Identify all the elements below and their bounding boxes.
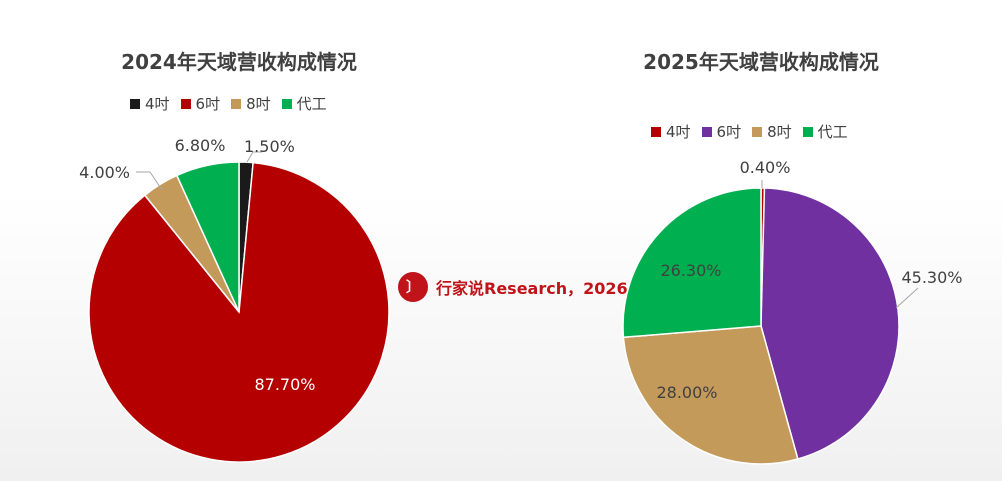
- legend-label: 6吋: [195, 95, 221, 113]
- pie-slice: [88, 161, 390, 463]
- legend-swatch: [802, 126, 813, 137]
- legend-swatch: [651, 126, 661, 137]
- leader-line: [246, 151, 262, 163]
- legend-2024: 4吋 6吋 8吋 代工: [130, 93, 327, 114]
- legend-item: 8吋: [231, 93, 271, 114]
- watermark: 〕 行家说Research，2026: [398, 272, 628, 302]
- data-label: 26.30%: [660, 261, 721, 280]
- legend-item: 8吋: [752, 121, 792, 142]
- pie-slice: [622, 325, 799, 465]
- data-label: 6.80%: [175, 136, 226, 155]
- legend-swatch: [180, 98, 191, 109]
- leader-line: [895, 287, 919, 309]
- legend-swatch: [701, 126, 712, 137]
- legend-item: 代工: [281, 93, 327, 114]
- legend-label: 6吋: [716, 123, 742, 141]
- chart-title-2024: 2024年天域营收构成情况: [121, 50, 357, 74]
- legend-label: 8吋: [767, 123, 792, 141]
- data-label: 87.70%: [254, 375, 315, 394]
- legend-swatch: [231, 98, 242, 109]
- legend-2025: 4吋 6吋 8吋 代工: [651, 121, 848, 142]
- data-label: 28.00%: [656, 383, 717, 402]
- legend-swatch: [281, 98, 292, 109]
- data-label: 4.00%: [79, 163, 130, 182]
- watermark-logo-icon: 〕: [398, 272, 428, 302]
- legend-label: 8吋: [246, 95, 271, 113]
- legend-swatch: [130, 98, 140, 109]
- data-label: 1.50%: [244, 137, 295, 156]
- legend-label: 代工: [817, 123, 848, 141]
- legend-item: 4吋: [130, 93, 170, 114]
- legend-label: 4吋: [666, 123, 691, 141]
- data-label: 0.40%: [740, 158, 791, 177]
- chart-title-2025: 2025年天域营收构成情况: [643, 50, 879, 74]
- legend-item: 6吋: [701, 121, 742, 142]
- leader-line: [136, 171, 163, 191]
- legend-swatch: [752, 126, 763, 137]
- legend-item: 6吋: [180, 93, 221, 114]
- legend-label: 代工: [296, 95, 327, 113]
- watermark-text: 行家说Research，2026: [436, 279, 628, 298]
- pie-slice: [760, 187, 900, 460]
- legend-label: 4吋: [145, 95, 170, 113]
- legend-item: 代工: [802, 121, 848, 142]
- pie-slice: [175, 161, 240, 313]
- data-label: 45.30%: [901, 268, 962, 287]
- legend-item: 4吋: [651, 121, 691, 142]
- pie-slice: [622, 187, 762, 339]
